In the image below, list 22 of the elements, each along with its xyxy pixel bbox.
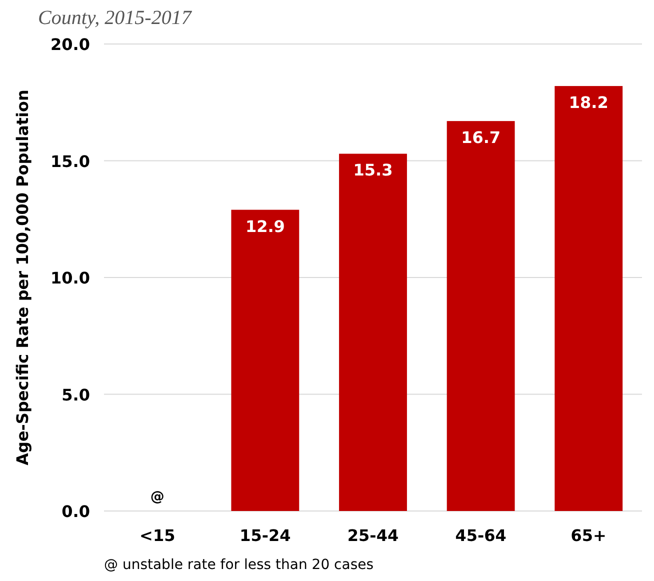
x-tick-label: 15-24 — [240, 526, 291, 545]
x-tick-label: 25-44 — [347, 526, 399, 545]
chart-title: County, 2015-2017 — [38, 7, 192, 29]
y-axis-title: Age-Specific Rate per 100,000 Population — [13, 90, 32, 466]
x-tick-label: 45-64 — [455, 526, 506, 545]
bar — [231, 210, 300, 511]
bar — [446, 121, 515, 511]
data-label: 15.3 — [353, 160, 393, 180]
bar — [339, 154, 407, 511]
data-label: 18.2 — [568, 93, 608, 112]
y-tick-label: 15.0 — [50, 152, 90, 171]
data-label: 12.9 — [245, 216, 285, 236]
y-tick-label: 5.0 — [62, 385, 90, 404]
text: @ unstable rate for less than 20 cases — [104, 557, 374, 573]
text: @ — [150, 489, 164, 505]
y-tick-label: 0.0 — [62, 502, 90, 521]
x-tick-label: <15 — [140, 526, 176, 545]
data-label: 16.7 — [461, 128, 501, 148]
y-tick-label: 10.0 — [50, 268, 90, 288]
bar — [554, 86, 623, 511]
x-tick-label: 65+ — [570, 526, 606, 545]
y-tick-label: 20.0 — [50, 35, 90, 54]
